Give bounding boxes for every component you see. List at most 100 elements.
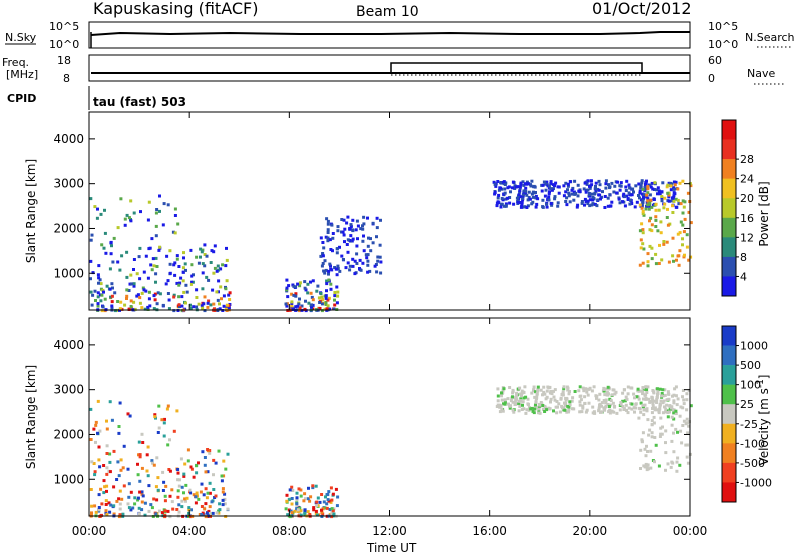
echo-cell xyxy=(674,180,678,184)
echo-cell xyxy=(326,231,330,234)
echo-cell xyxy=(296,304,300,308)
echo-cell xyxy=(207,509,211,513)
echo-cell xyxy=(624,185,628,189)
colorbar-tick-label: 500 xyxy=(740,359,761,372)
echo-cell xyxy=(109,295,113,299)
echo-cell xyxy=(597,179,601,183)
echo-cell xyxy=(142,288,146,292)
echo-cell xyxy=(212,473,215,477)
echo-cell xyxy=(162,202,166,206)
echo-cell xyxy=(179,457,183,461)
echo-cell xyxy=(532,385,536,389)
echo-cell xyxy=(525,408,529,412)
echo-cell xyxy=(522,189,526,193)
echo-cell xyxy=(520,389,524,393)
echo-cell xyxy=(299,513,303,517)
echo-cell xyxy=(378,243,382,247)
echo-cell xyxy=(647,207,651,211)
colorbar-segment xyxy=(722,120,736,140)
echo-cell xyxy=(340,218,344,221)
echo-cell xyxy=(610,181,614,185)
echo-cell xyxy=(329,486,333,490)
echo-cell xyxy=(578,400,582,404)
echo-cell xyxy=(295,496,299,500)
echo-cell xyxy=(331,492,335,496)
echo-cell xyxy=(642,387,646,391)
echo-cell xyxy=(670,423,674,427)
echo-cell xyxy=(665,403,669,407)
echo-cell xyxy=(594,394,598,398)
echo-cell xyxy=(346,215,350,219)
echo-cell xyxy=(603,195,607,198)
echo-cell xyxy=(661,388,665,392)
echo-cell xyxy=(318,500,322,504)
echo-cell xyxy=(672,186,675,190)
echo-cell xyxy=(100,309,104,313)
echo-cell xyxy=(668,404,672,408)
echo-cell xyxy=(669,184,673,188)
echo-cell xyxy=(557,191,561,195)
echo-cell xyxy=(676,187,680,191)
echo-cell xyxy=(143,307,147,311)
echo-cell xyxy=(222,459,226,463)
echo-cell xyxy=(511,400,515,404)
echo-cell xyxy=(98,465,102,469)
echo-cell xyxy=(503,204,506,208)
echo-cell xyxy=(597,406,601,410)
echo-cell xyxy=(607,183,610,187)
echo-cell xyxy=(132,211,136,215)
echo-cell xyxy=(361,224,364,228)
echo-cell xyxy=(105,466,109,470)
echo-cell xyxy=(517,402,521,405)
echo-cell xyxy=(555,400,559,403)
echo-cell xyxy=(621,200,624,204)
echo-cell xyxy=(575,205,579,209)
echo-cell xyxy=(525,180,529,184)
echo-cell xyxy=(654,252,658,256)
colorbar-tick-label: 8 xyxy=(740,251,747,264)
echo-cell xyxy=(94,510,98,514)
echo-cell xyxy=(320,302,324,306)
echo-cell xyxy=(563,408,567,412)
echo-cell xyxy=(525,182,529,186)
echo-cell xyxy=(102,464,106,467)
echo-cell xyxy=(201,248,205,252)
echo-cell xyxy=(677,263,681,267)
echo-cell xyxy=(549,187,553,191)
echo-cell xyxy=(195,471,199,475)
echo-cell xyxy=(552,395,556,399)
echo-cell xyxy=(659,231,663,235)
echo-cell xyxy=(633,410,636,414)
echo-cell xyxy=(331,236,335,240)
colorbar-segment xyxy=(722,256,736,277)
echo-cell xyxy=(285,288,289,292)
echo-cell xyxy=(627,183,631,187)
echo-cell xyxy=(224,307,228,311)
echo-cell xyxy=(566,182,570,186)
echo-cell xyxy=(570,188,574,192)
echo-cell xyxy=(306,282,310,286)
echo-cell xyxy=(96,295,100,299)
echo-cell xyxy=(515,196,519,200)
echo-cell xyxy=(129,305,133,308)
echo-cell xyxy=(330,268,334,272)
echo-cell xyxy=(600,410,604,414)
echo-cell xyxy=(351,228,355,232)
echo-cell xyxy=(345,243,349,246)
echo-cell xyxy=(549,202,553,205)
echo-cell xyxy=(121,466,125,470)
echo-cell xyxy=(201,262,205,266)
echo-cell xyxy=(366,259,370,263)
echo-cell xyxy=(286,295,290,299)
echo-cell xyxy=(120,307,124,311)
echo-cell xyxy=(606,393,610,397)
echo-cell xyxy=(308,513,312,516)
echo-cell xyxy=(517,399,521,403)
echo-cell xyxy=(182,251,185,255)
echo-cell xyxy=(648,204,652,208)
echo-cell xyxy=(666,183,670,187)
echo-cell xyxy=(685,408,689,412)
echo-cell xyxy=(176,495,180,499)
echo-cell xyxy=(613,184,617,188)
echo-cell xyxy=(641,242,645,246)
